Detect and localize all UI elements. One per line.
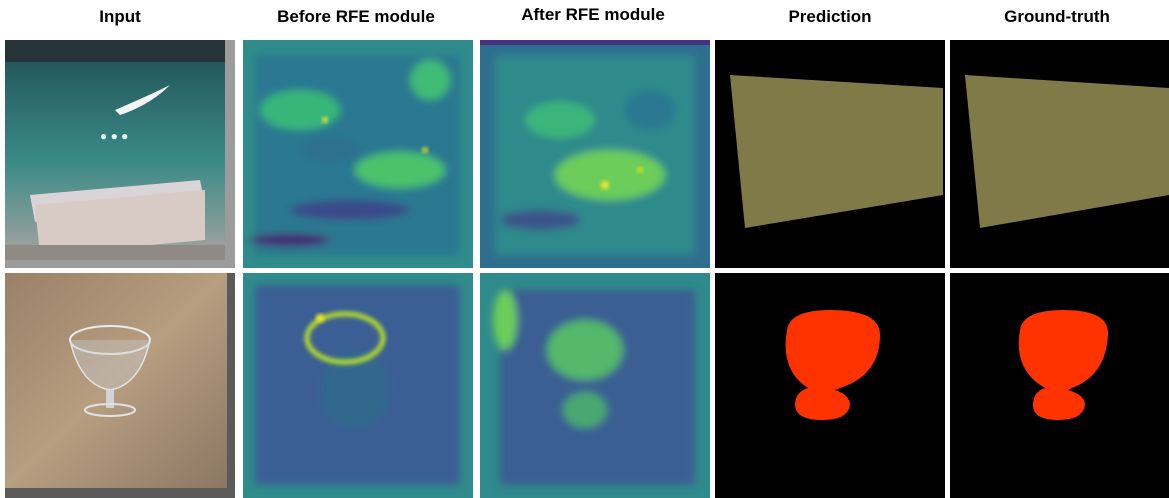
input-image — [5, 273, 235, 498]
ground-truth-mask — [950, 273, 1169, 498]
feature-map — [480, 40, 710, 268]
prediction-mask — [715, 40, 945, 268]
column-header: Ground-truth — [1004, 7, 1110, 26]
column-header: Input — [99, 7, 141, 26]
column-header: After RFE module — [521, 5, 665, 24]
feature-map — [480, 273, 710, 498]
input-image: ● ● ● — [5, 40, 235, 268]
feature-map — [243, 40, 473, 268]
prediction-mask — [715, 273, 945, 498]
figure: Input Before RFE module After RFE module… — [0, 0, 1169, 498]
column-header: Before RFE module — [277, 7, 435, 26]
column-header: Prediction — [788, 7, 871, 26]
svg-text:● ● ●: ● ● ● — [100, 129, 128, 143]
feature-map — [243, 273, 473, 498]
ground-truth-mask — [950, 40, 1169, 268]
